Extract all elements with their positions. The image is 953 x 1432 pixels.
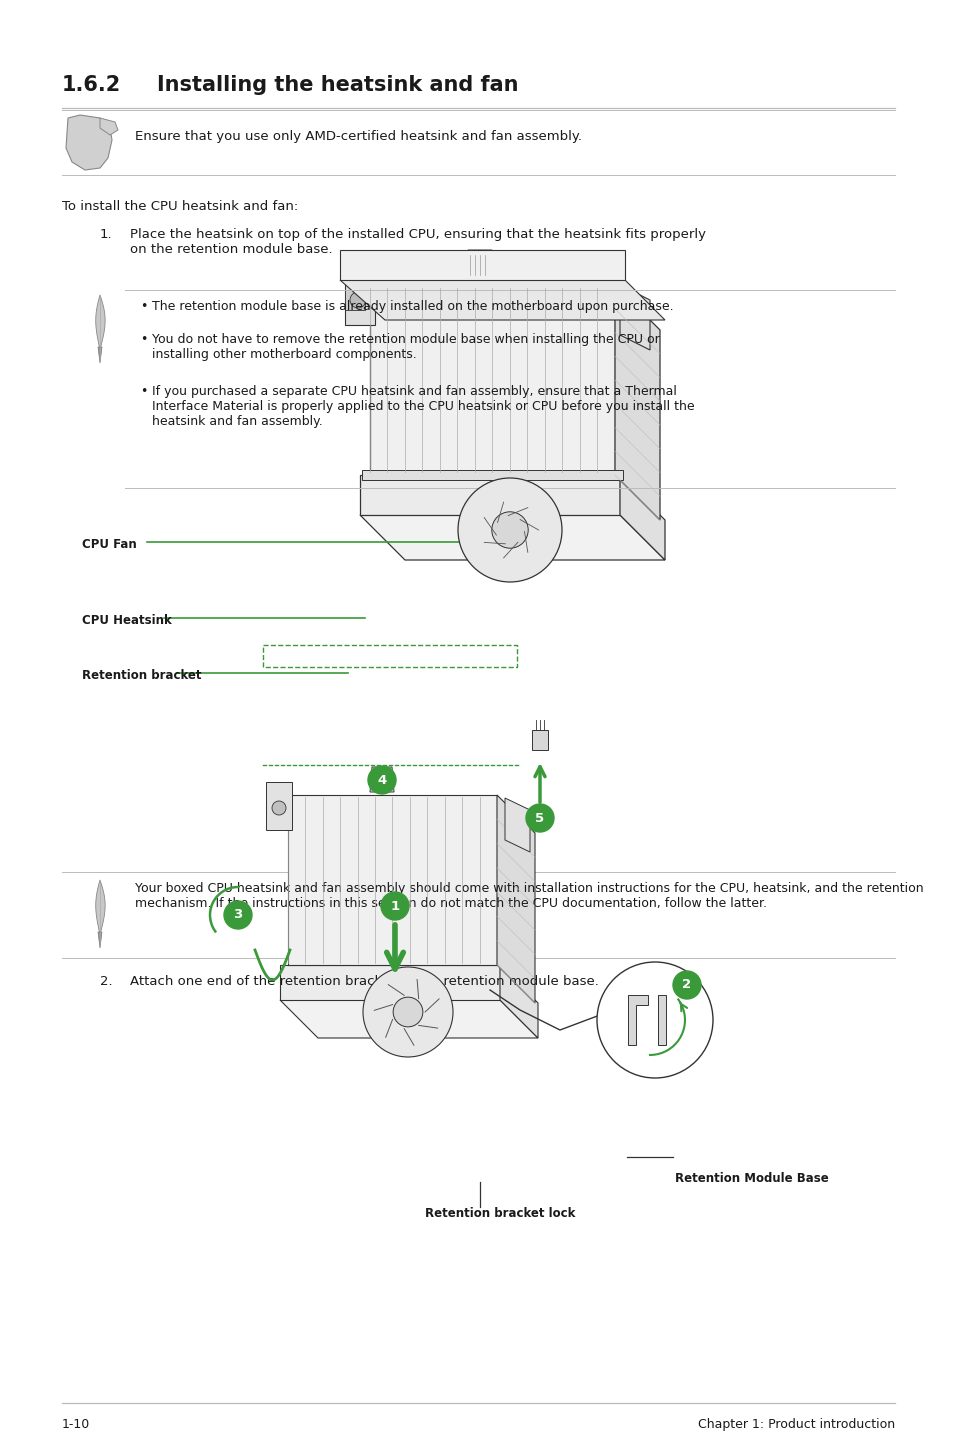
Polygon shape	[370, 285, 615, 475]
Circle shape	[272, 800, 286, 815]
Text: Chapter 1: Product introduction: Chapter 1: Product introduction	[698, 1418, 894, 1431]
Text: 3: 3	[233, 908, 242, 922]
Polygon shape	[359, 475, 619, 516]
Circle shape	[368, 766, 395, 793]
Polygon shape	[370, 768, 394, 792]
Text: 4: 4	[377, 773, 386, 786]
Text: •: •	[140, 299, 147, 314]
Text: Retention Module Base: Retention Module Base	[675, 1171, 828, 1186]
Circle shape	[597, 962, 712, 1078]
Text: Attach one end of the retention bracket to the retention module base.: Attach one end of the retention bracket …	[130, 975, 598, 988]
Polygon shape	[98, 347, 102, 362]
Text: Retention bracket lock: Retention bracket lock	[424, 1207, 575, 1220]
Polygon shape	[627, 995, 647, 1045]
Text: 1.: 1.	[100, 228, 112, 241]
Circle shape	[492, 511, 528, 548]
Text: 1-10: 1-10	[62, 1418, 91, 1431]
Polygon shape	[280, 1000, 537, 1038]
Polygon shape	[504, 798, 530, 852]
Polygon shape	[615, 285, 659, 520]
Polygon shape	[499, 965, 537, 1038]
Polygon shape	[280, 965, 499, 1000]
Polygon shape	[464, 251, 495, 281]
Text: 2: 2	[681, 978, 691, 991]
Circle shape	[393, 997, 422, 1027]
Text: CPU Heatsink: CPU Heatsink	[82, 614, 172, 627]
Circle shape	[457, 478, 561, 581]
Circle shape	[350, 292, 366, 308]
Polygon shape	[95, 881, 105, 935]
Polygon shape	[66, 115, 112, 170]
Polygon shape	[361, 470, 622, 480]
Polygon shape	[497, 795, 535, 1002]
Polygon shape	[339, 251, 624, 281]
Polygon shape	[288, 795, 497, 965]
Polygon shape	[619, 285, 649, 349]
Circle shape	[525, 803, 554, 832]
Polygon shape	[532, 730, 547, 750]
Text: The retention module base is already installed on the motherboard upon purchase.: The retention module base is already ins…	[152, 299, 673, 314]
Circle shape	[380, 892, 409, 919]
Text: Installing the heatsink and fan: Installing the heatsink and fan	[157, 74, 518, 95]
Circle shape	[224, 901, 252, 929]
Polygon shape	[339, 281, 664, 319]
Polygon shape	[658, 995, 665, 1045]
Text: To install the CPU heatsink and fan:: To install the CPU heatsink and fan:	[62, 200, 298, 213]
Text: 2.: 2.	[100, 975, 112, 988]
Polygon shape	[345, 271, 375, 325]
Text: If you purchased a separate CPU heatsink and fan assembly, ensure that a Thermal: If you purchased a separate CPU heatsink…	[152, 385, 694, 428]
Text: 1.6.2: 1.6.2	[62, 74, 121, 95]
Circle shape	[672, 971, 700, 1000]
Text: CPU Fan: CPU Fan	[82, 538, 136, 551]
Circle shape	[363, 967, 453, 1057]
Text: •: •	[140, 385, 147, 398]
Text: Ensure that you use only AMD-certified heatsink and fan assembly.: Ensure that you use only AMD-certified h…	[135, 130, 581, 143]
Text: Retention bracket: Retention bracket	[82, 669, 201, 682]
Polygon shape	[100, 117, 118, 135]
Text: Your boxed CPU heatsink and fan assembly should come with installation instructi: Your boxed CPU heatsink and fan assembly…	[135, 882, 923, 909]
Polygon shape	[345, 291, 365, 309]
Text: Place the heatsink on top of the installed CPU, ensuring that the heatsink fits : Place the heatsink on top of the install…	[130, 228, 705, 256]
Text: 1: 1	[390, 899, 399, 912]
Polygon shape	[266, 782, 292, 831]
Polygon shape	[359, 516, 664, 560]
Polygon shape	[95, 295, 105, 349]
Polygon shape	[619, 475, 664, 560]
Text: You do not have to remove the retention module base when installing the CPU or
i: You do not have to remove the retention …	[152, 334, 659, 361]
Text: •: •	[140, 334, 147, 347]
Polygon shape	[98, 932, 102, 948]
Text: 5: 5	[535, 812, 544, 825]
